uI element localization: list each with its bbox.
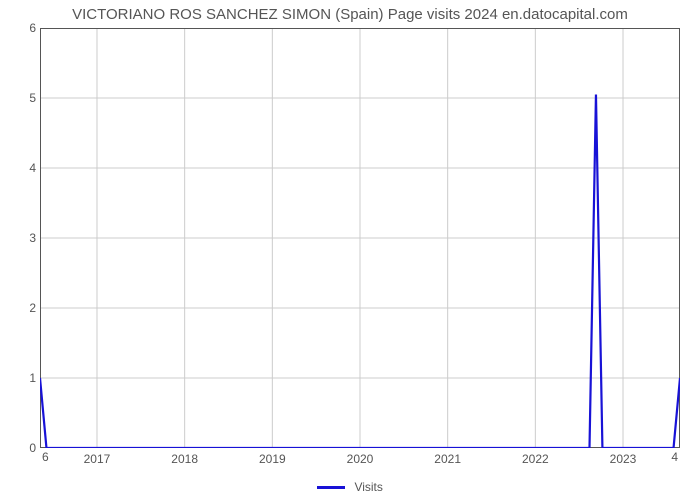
chart-svg [40, 28, 680, 448]
x-tick-label: 2023 [610, 452, 637, 466]
x-tick-label: 2021 [434, 452, 461, 466]
y-tick-label: 4 [29, 161, 36, 175]
legend: Visits [0, 480, 700, 494]
x-tick-label: 2020 [347, 452, 374, 466]
plot-area: 6 4 2017201820192020202120222023 [40, 28, 680, 448]
legend-label: Visits [354, 480, 382, 494]
chart-title: VICTORIANO ROS SANCHEZ SIMON (Spain) Pag… [0, 6, 700, 23]
y-axis-labels: 0123456 [0, 28, 36, 448]
y-tick-label: 0 [29, 441, 36, 455]
y-tick-label: 1 [29, 371, 36, 385]
x-tick-label: 2022 [522, 452, 549, 466]
y-tick-label: 5 [29, 91, 36, 105]
y-tick-label: 2 [29, 301, 36, 315]
corner-label-bottom-left: 6 [42, 450, 49, 464]
corner-label-bottom-right: 4 [671, 450, 678, 464]
chart-container: VICTORIANO ROS SANCHEZ SIMON (Spain) Pag… [0, 0, 700, 500]
x-tick-label: 2019 [259, 452, 286, 466]
y-tick-label: 6 [29, 21, 36, 35]
x-tick-label: 2017 [84, 452, 111, 466]
legend-swatch [317, 486, 345, 489]
x-tick-label: 2018 [171, 452, 198, 466]
y-tick-label: 3 [29, 231, 36, 245]
